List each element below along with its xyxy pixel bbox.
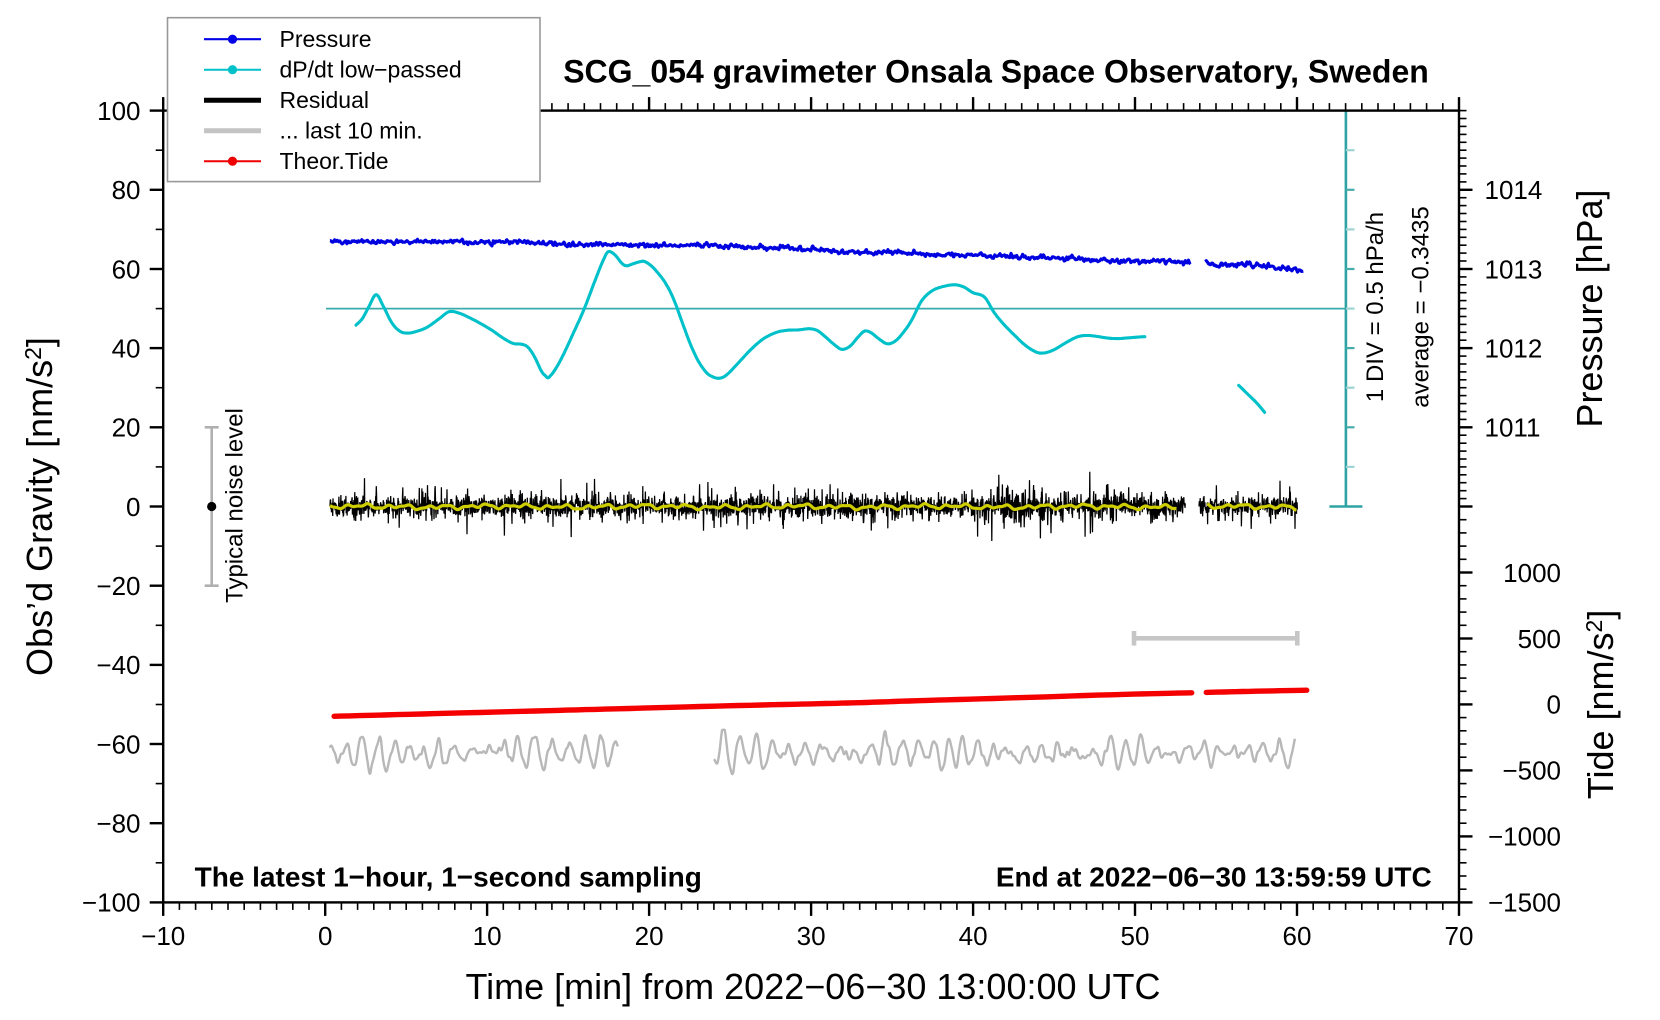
svg-text:10: 10 [473,921,502,951]
svg-text:−20: −20 [96,571,140,601]
svg-text:0: 0 [1547,690,1561,720]
svg-text:Pressure [hPa]: Pressure [hPa] [1569,189,1610,427]
svg-text:1011: 1011 [1485,413,1541,443]
svg-text:−100: −100 [82,888,141,918]
svg-text:500: 500 [1518,624,1561,654]
svg-text:1 DIV = 0.5 hPa/h: 1 DIV = 0.5 hPa/h [1362,212,1389,402]
svg-text:20: 20 [635,921,664,951]
svg-text:60: 60 [112,254,141,284]
svg-text:End at 2022−06−30 13:59:59 UTC: End at 2022−06−30 13:59:59 UTC [996,862,1432,893]
svg-text:1012: 1012 [1485,333,1543,363]
svg-text:−1500: −1500 [1488,888,1561,918]
svg-text:−80: −80 [96,809,140,839]
svg-text:Tide [nm/s2]: Tide [nm/s2] [1580,610,1621,800]
svg-text:1013: 1013 [1485,254,1543,284]
svg-text:−40: −40 [96,650,140,680]
svg-text:70: 70 [1445,921,1474,951]
svg-text:80: 80 [112,175,141,205]
svg-text:−10: −10 [141,921,185,951]
svg-text:−60: −60 [96,729,140,759]
svg-text:dP/dt low−passed: dP/dt low−passed [280,56,462,82]
svg-text:40: 40 [112,333,141,363]
svg-text:−1000: −1000 [1488,822,1561,852]
svg-text:Residual: Residual [280,87,370,113]
svg-text:100: 100 [97,96,140,126]
svg-text:20: 20 [112,413,141,443]
svg-text:50: 50 [1121,921,1150,951]
svg-text:The latest 1−hour, 1−second sa: The latest 1−hour, 1−second sampling [195,862,702,893]
svg-text:... last 10 min.: ... last 10 min. [280,117,423,143]
svg-text:Theor.Tide: Theor.Tide [280,148,389,174]
svg-text:1014: 1014 [1485,175,1543,205]
svg-text:Typical noise level: Typical noise level [222,408,249,603]
svg-text:40: 40 [959,921,988,951]
svg-text:−500: −500 [1502,756,1561,786]
svg-text:SCG_054 gravimeter Onsala Spac: SCG_054 gravimeter Onsala Space Observat… [563,54,1429,90]
svg-text:average = −0.3435: average = −0.3435 [1408,206,1435,408]
svg-text:0: 0 [318,921,332,951]
svg-text:60: 60 [1283,921,1312,951]
svg-text:0: 0 [126,492,140,522]
svg-text:30: 30 [797,921,826,951]
svg-text:Obs’d Gravity [nm/s2]: Obs’d Gravity [nm/s2] [19,337,60,676]
svg-text:Time [min] from 2022−06−30 13:: Time [min] from 2022−06−30 13:00:00 UTC [465,966,1160,1007]
svg-text:1000: 1000 [1503,558,1561,588]
svg-text:Pressure: Pressure [280,26,372,52]
